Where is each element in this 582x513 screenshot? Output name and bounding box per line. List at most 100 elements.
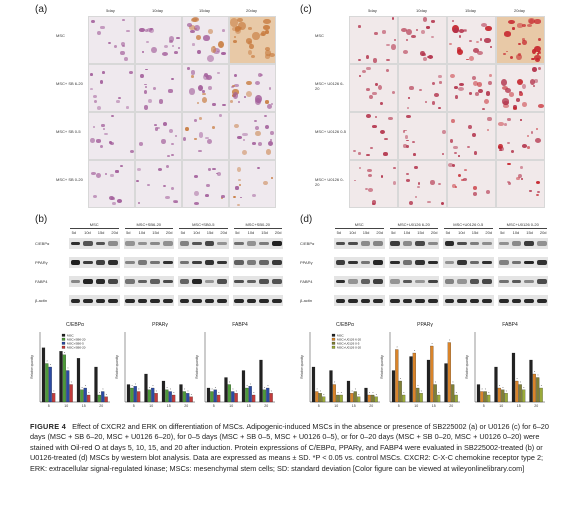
legend-swatch	[331, 345, 336, 349]
blot-band	[108, 279, 118, 284]
blot-strip	[123, 295, 174, 306]
significance-mark: *	[173, 391, 175, 395]
bar	[332, 384, 336, 403]
blot-band	[373, 260, 383, 265]
blot-lane-label: 10d	[349, 230, 356, 235]
blot-band	[348, 279, 358, 284]
stain-row-label: MSC	[315, 33, 324, 38]
bar	[518, 384, 522, 403]
blot-band	[70, 298, 81, 303]
micrograph-panel	[496, 16, 545, 64]
bar	[395, 349, 399, 403]
western-blot-d: MSC 5d 10d 15d 20d MSC+U0126 6-20 5d 10d 15d 20d M…	[300, 222, 550, 312]
blot-band	[511, 279, 522, 284]
blot-protein-label: C/EBPα	[300, 241, 315, 246]
significance-mark: *	[341, 391, 343, 395]
blot-protein-label: PPARγ	[300, 260, 313, 265]
blot-band	[70, 260, 81, 265]
significance-mark: *	[334, 381, 336, 385]
blot-lane-label: 20d	[485, 230, 493, 235]
blot-group-label: MSC+U0126 0-20	[506, 222, 539, 227]
blot-band	[499, 260, 509, 265]
blot-band	[536, 240, 547, 247]
blot-lane-label: 10d	[84, 230, 91, 235]
significance-mark: *	[520, 381, 522, 385]
bar	[416, 387, 420, 403]
bar	[529, 359, 533, 403]
stain-row-label: MSC+ U0126 0-5	[315, 129, 347, 134]
legend-label: MSC+U0126 6-20	[337, 337, 361, 341]
bar	[62, 354, 66, 403]
blot-lane-label: 15d	[206, 230, 214, 235]
bar	[245, 387, 249, 403]
blot-band	[536, 298, 547, 303]
blot-band	[125, 279, 135, 284]
x-tick-label: 5	[133, 404, 135, 408]
blot-band	[234, 260, 244, 265]
blot-strip	[497, 238, 548, 249]
bar	[483, 391, 487, 403]
blot-group-line	[498, 228, 547, 229]
caption-label: FIGURE 4	[30, 422, 67, 431]
panel-label-b: (b)	[35, 214, 48, 225]
blot-group-line	[124, 228, 173, 229]
bar	[532, 373, 536, 403]
blot-band	[499, 279, 509, 283]
blot-strip	[334, 295, 385, 306]
micrograph-panel	[447, 112, 496, 160]
blot-strip	[443, 295, 494, 306]
blot-lane-label: 20d	[376, 230, 384, 235]
blot-group-label: MSC+SB6-20	[136, 222, 162, 227]
micrograph-panel	[229, 16, 276, 64]
blot-band	[108, 241, 118, 246]
bar	[234, 393, 238, 403]
blot-band	[271, 240, 282, 247]
western-blot-b: MSC 5d 10d 15d 20d MSC+SB6-20 5d 10d 15d 20d MSC+S…	[35, 222, 285, 312]
blot-strip	[388, 257, 439, 268]
micrograph-panel	[135, 112, 182, 160]
significance-mark: *	[218, 391, 220, 395]
blot-band	[95, 278, 106, 285]
blot-band	[150, 260, 160, 265]
significance-mark: *	[541, 384, 543, 388]
significance-mark: *	[376, 393, 378, 397]
legend-label: MSC+SB0-5	[67, 341, 84, 345]
bar	[69, 384, 73, 403]
blot-lane-label: 20d	[430, 230, 438, 235]
blot-strip	[69, 257, 120, 268]
stain-grid-c: 5day 10day 15day 20day MSC MSC+ U0126 6-20 MSC…	[315, 8, 545, 208]
blot-band	[348, 298, 358, 303]
blot-strip	[178, 295, 229, 306]
significance-mark: *	[135, 382, 137, 386]
significance-mark: *	[267, 384, 269, 388]
blot-lane-label: 5d	[445, 230, 451, 235]
bar	[357, 396, 361, 403]
blot-band	[499, 242, 509, 245]
micrograph-panel	[229, 64, 276, 112]
legend-swatch	[61, 337, 66, 341]
blot-band	[179, 260, 190, 265]
chart-title: FABP4	[502, 322, 518, 328]
micrograph-panel	[496, 160, 545, 208]
blot-band	[457, 260, 467, 265]
bar	[231, 391, 235, 403]
bar	[179, 384, 183, 403]
significance-mark: *	[372, 391, 374, 395]
blot-band	[108, 260, 118, 265]
bar	[539, 387, 543, 403]
blot-band	[70, 241, 81, 246]
micrograph-panel	[349, 112, 398, 160]
x-tick-label: 20	[369, 404, 373, 408]
day-header: 5day	[368, 8, 377, 13]
blot-strip	[178, 276, 229, 287]
bar	[80, 389, 84, 403]
micrograph-panel	[496, 112, 545, 160]
blot-lane-label: 15d	[526, 230, 533, 235]
blot-band	[217, 261, 227, 264]
blot-band	[373, 279, 383, 284]
significance-mark: *	[456, 391, 458, 395]
legend-label: MSC+U0126 0-20	[337, 345, 361, 349]
blot-protein-label: β-actin	[35, 298, 48, 303]
blot-strip	[334, 238, 385, 249]
